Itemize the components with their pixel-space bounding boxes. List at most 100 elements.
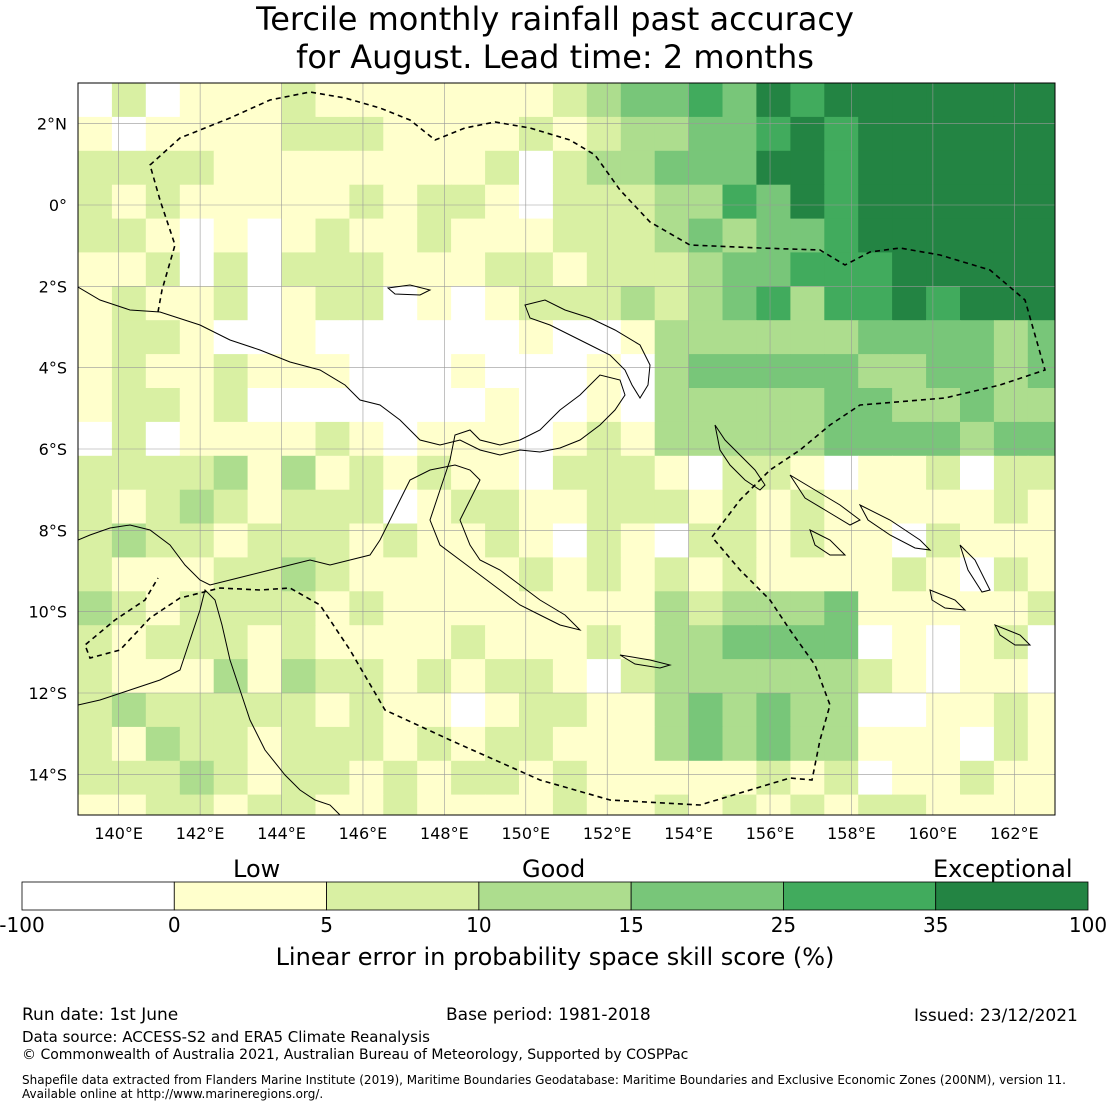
skill-cell (824, 354, 859, 389)
skill-cell (179, 116, 215, 152)
skill-cell (315, 286, 350, 321)
skill-cell (892, 557, 927, 592)
skill-cell (213, 625, 249, 660)
skill-cell (179, 218, 215, 254)
skill-cell (213, 591, 249, 626)
skill-cell (281, 489, 316, 525)
skill-cell (824, 252, 859, 287)
skill-cell (858, 693, 893, 728)
skill-cell (349, 320, 384, 355)
skill-cell (315, 455, 350, 491)
skill-cell (111, 659, 147, 694)
skill-cell (654, 625, 690, 660)
skill-cell (960, 116, 995, 152)
chart-title-line2: for August. Lead time: 2 months (296, 38, 814, 76)
skill-cell (315, 421, 350, 457)
skill-cell (451, 794, 486, 815)
skill-cell (451, 557, 486, 592)
skill-cell (179, 760, 215, 796)
skill-cell (315, 83, 350, 118)
skill-cell (485, 625, 520, 660)
skill-cell (247, 184, 283, 220)
png-eez-boundary (84, 91, 1046, 806)
skill-cell (519, 489, 554, 525)
skill-cell (654, 116, 690, 152)
solomon-islands-coastline-3 (809, 529, 847, 556)
skill-cell (790, 83, 825, 118)
skill-cell (926, 659, 961, 694)
skill-cell (247, 659, 283, 694)
skill-cell (654, 591, 690, 626)
skill-cell (586, 388, 622, 423)
skill-cell (349, 489, 384, 525)
skill-cell (417, 693, 452, 728)
skill-cell (756, 659, 791, 694)
skill-cell (417, 184, 452, 220)
skill-cell (213, 354, 249, 389)
skill-cell (519, 794, 554, 815)
skill-cell (383, 557, 418, 592)
skill-cell (824, 693, 859, 728)
skill-cell (824, 388, 859, 423)
skill-cell (1027, 794, 1055, 815)
skill-cell (824, 286, 859, 321)
skill-cell (417, 83, 452, 118)
skill-cell (417, 252, 452, 287)
skill-cell (315, 252, 350, 287)
colorbar-tick-label: -100 (0, 913, 45, 937)
colorbar-segment (173, 881, 327, 911)
skill-cell (417, 455, 452, 491)
skill-cell (654, 726, 690, 762)
skill-cell (620, 557, 656, 592)
skill-cell (790, 760, 825, 796)
skill-cell (858, 794, 893, 815)
skill-cell (349, 693, 384, 728)
skill-cell (111, 523, 147, 558)
colorbar-tick-label: 100 (1068, 913, 1108, 937)
skill-cell (179, 184, 215, 220)
skill-cell (315, 794, 350, 815)
skill-cell (78, 659, 113, 694)
skill-cell (756, 489, 791, 525)
skill-cell (722, 354, 757, 389)
skill-cell (519, 591, 554, 626)
skill-cell (552, 489, 588, 525)
skill-cell (654, 557, 690, 592)
skill-cell (960, 83, 995, 118)
skill-cell (1027, 184, 1055, 220)
skill-cell (824, 320, 859, 355)
skill-cell (213, 184, 249, 220)
colorbar-tick-label: 15 (618, 913, 644, 937)
skill-cell (586, 625, 622, 660)
issued-date: Issued: 23/12/2021 (914, 1006, 1078, 1026)
skill-cell (281, 83, 316, 118)
skill-cell (790, 150, 825, 186)
skill-cell (417, 150, 452, 186)
skill-cell (281, 625, 316, 660)
solomon-islands-coastline-2 (858, 503, 932, 551)
skill-cell (586, 184, 622, 220)
colorbar-segment (326, 881, 480, 911)
lat-tick-label: 2°N (37, 115, 67, 134)
australia-coastline (78, 589, 341, 815)
skill-cell (179, 421, 215, 457)
skill-cell (383, 693, 418, 728)
skill-cell (485, 591, 520, 626)
skill-cell (586, 693, 622, 728)
skill-cell (790, 523, 825, 558)
skill-cell (586, 455, 622, 491)
skill-cell (993, 388, 1029, 423)
new-britain-coastline (524, 299, 651, 399)
colorbar-segment (21, 881, 175, 911)
skill-cell (960, 218, 995, 254)
skill-cell (213, 557, 249, 592)
skill-cell (417, 659, 452, 694)
skill-cell (417, 523, 452, 558)
skill-cell (1027, 252, 1055, 287)
skill-cell (892, 693, 927, 728)
skill-cell (993, 320, 1029, 355)
skill-cell (858, 286, 893, 321)
skill-cell (858, 760, 893, 796)
skill-cell (383, 625, 418, 660)
skill-cell (485, 83, 520, 118)
